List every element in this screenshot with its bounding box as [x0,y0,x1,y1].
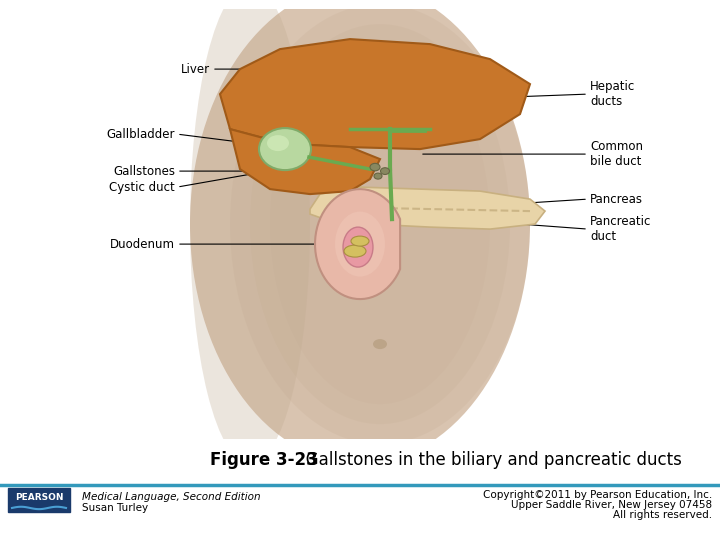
Text: Common
bile duct: Common bile duct [590,140,643,168]
Ellipse shape [335,212,385,276]
Polygon shape [315,189,400,299]
Ellipse shape [259,128,311,170]
Text: Pancreatic
duct: Pancreatic duct [590,215,652,243]
Ellipse shape [280,70,300,88]
Ellipse shape [190,0,310,464]
Ellipse shape [380,168,390,174]
Polygon shape [310,187,545,229]
Ellipse shape [344,245,366,257]
Ellipse shape [373,339,387,349]
Ellipse shape [351,236,369,246]
Text: PEARSON: PEARSON [14,494,63,502]
Text: All rights reserved.: All rights reserved. [613,510,712,520]
Ellipse shape [370,163,380,171]
Text: Copyright©2011 by Pearson Education, Inc.: Copyright©2011 by Pearson Education, Inc… [482,490,712,500]
Text: Cystic duct: Cystic duct [109,180,175,194]
Text: Hepatic
ducts: Hepatic ducts [590,80,635,108]
Text: Figure 3-23: Figure 3-23 [210,451,318,469]
Text: Liver: Liver [181,63,210,76]
Text: Pancreas: Pancreas [590,193,643,206]
Text: Duodenum: Duodenum [110,238,175,251]
Text: Susan Turley: Susan Turley [82,503,148,513]
Text: Gallstones: Gallstones [113,165,175,178]
Polygon shape [220,39,530,149]
Ellipse shape [343,227,373,267]
Ellipse shape [190,0,530,464]
Ellipse shape [374,173,382,179]
Polygon shape [230,129,380,194]
FancyBboxPatch shape [8,488,70,512]
Ellipse shape [500,75,520,93]
Text: Medical Language, Second Edition: Medical Language, Second Edition [82,492,261,502]
Text: Upper Saddle River, New Jersey 07458: Upper Saddle River, New Jersey 07458 [511,500,712,510]
Ellipse shape [250,24,510,424]
Ellipse shape [267,135,289,151]
Ellipse shape [230,4,530,444]
Text: Gallstones in the biliary and pancreatic ducts: Gallstones in the biliary and pancreatic… [290,451,682,469]
Text: Gallbladder: Gallbladder [107,127,175,140]
